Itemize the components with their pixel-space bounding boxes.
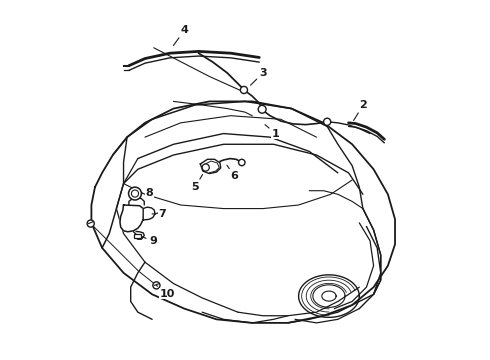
Circle shape: [241, 86, 247, 94]
Circle shape: [239, 159, 245, 166]
Circle shape: [202, 164, 209, 171]
Text: 2: 2: [354, 100, 367, 121]
Circle shape: [153, 282, 160, 289]
Text: 8: 8: [142, 188, 153, 198]
Polygon shape: [143, 207, 155, 220]
Text: 1: 1: [265, 125, 279, 139]
Circle shape: [128, 187, 142, 200]
Text: 7: 7: [152, 209, 166, 219]
Polygon shape: [200, 159, 220, 174]
Circle shape: [87, 220, 94, 227]
Text: 3: 3: [250, 68, 267, 85]
Polygon shape: [120, 205, 144, 232]
Text: 6: 6: [227, 165, 239, 181]
Bar: [134, 234, 142, 238]
Text: 9: 9: [143, 236, 157, 246]
Text: 5: 5: [192, 175, 202, 192]
Circle shape: [323, 118, 331, 125]
Circle shape: [258, 105, 266, 113]
Text: 10: 10: [156, 285, 174, 298]
Text: 4: 4: [173, 25, 189, 46]
